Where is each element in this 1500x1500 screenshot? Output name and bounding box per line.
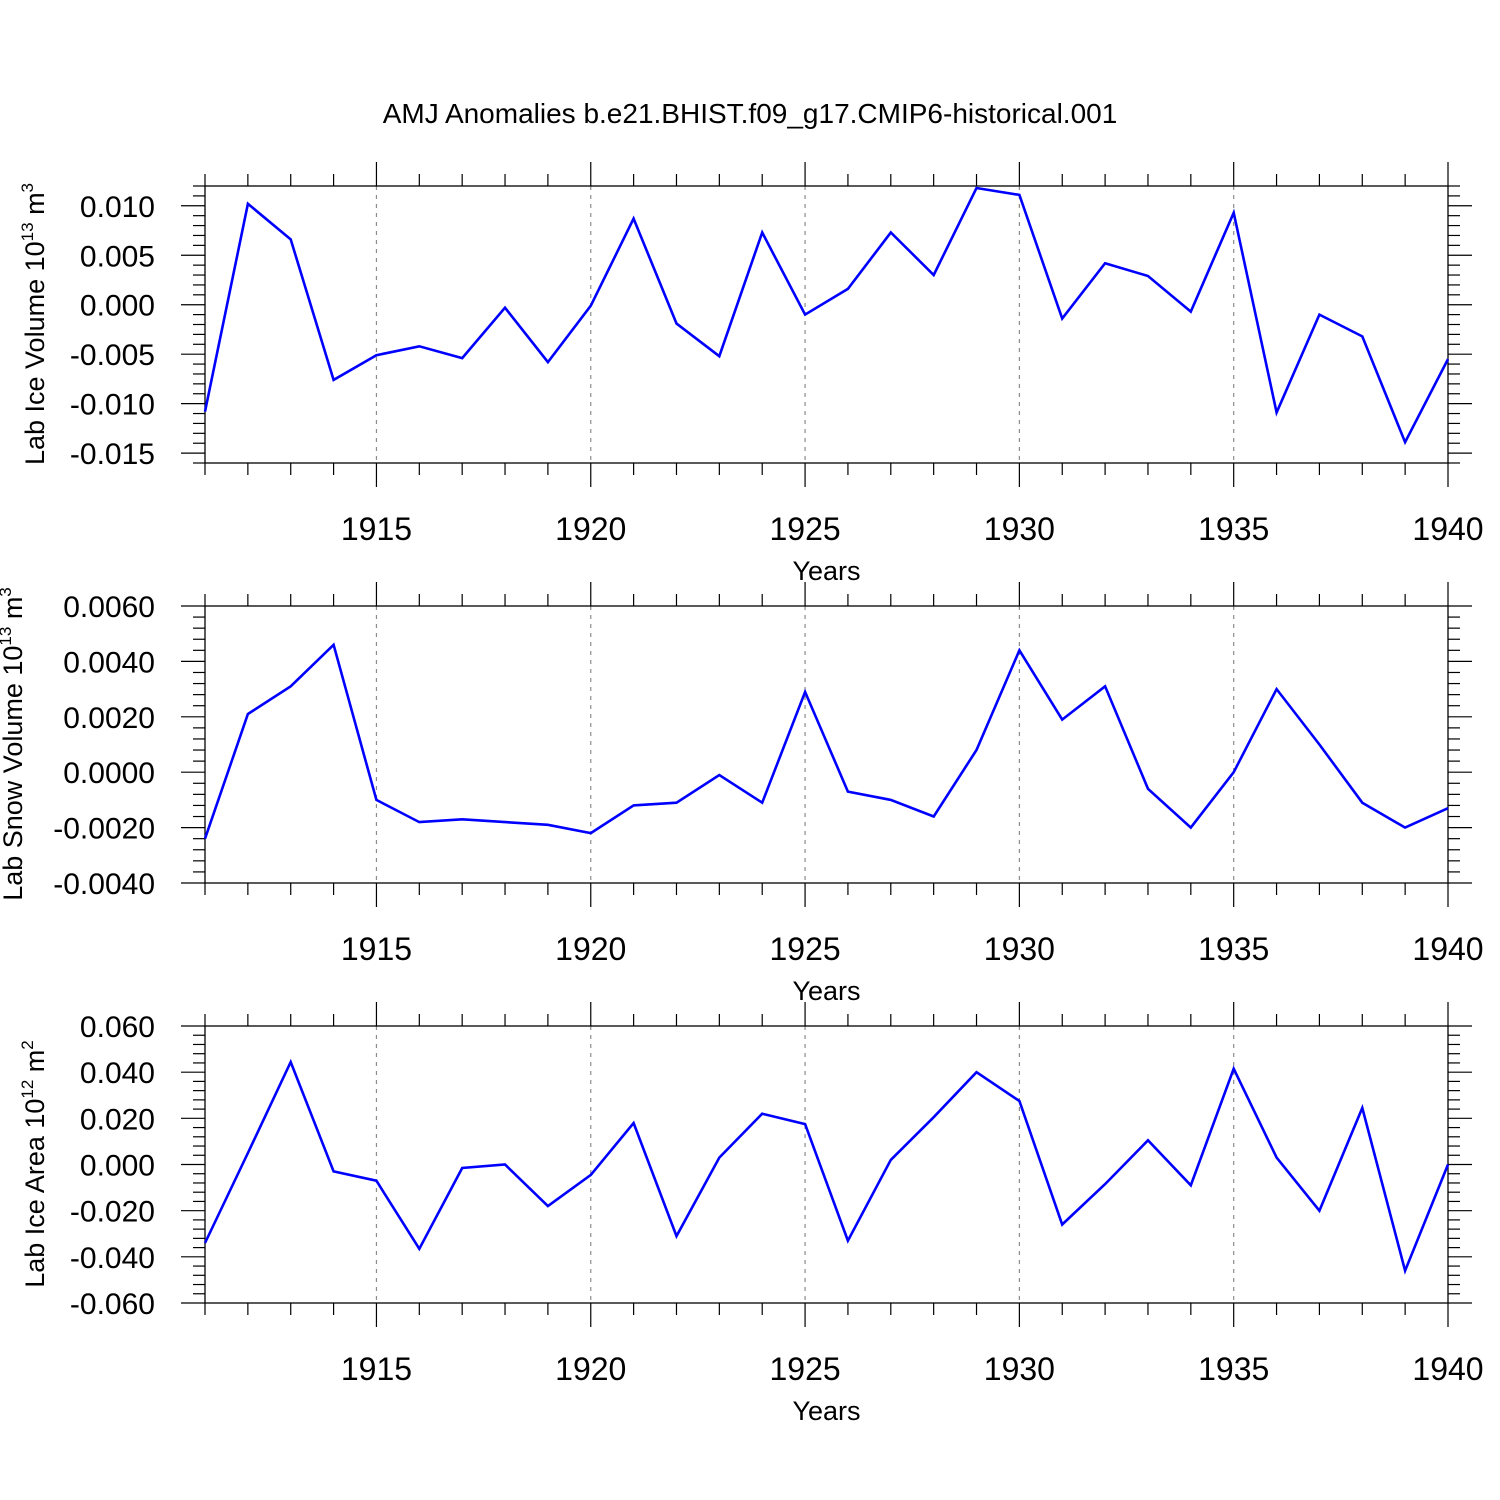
y-axis-label-part: Lab Ice Area 10: [20, 1099, 50, 1288]
y-axis-label-superscript: 13: [18, 222, 37, 241]
y-axis-label-part: m: [20, 1050, 50, 1080]
x-tick-label: 1935: [1198, 511, 1269, 547]
y-axis-label-part: Lab Snow Volume 10: [0, 646, 28, 901]
y-tick-label: 0.060: [80, 1011, 155, 1044]
plot-frame: [204, 1025, 1449, 1304]
y-tick-label: -0.020: [70, 1196, 155, 1229]
x-tick-label: 1925: [769, 931, 840, 967]
y-tick-label: 0.040: [80, 1057, 155, 1090]
x-tick-label: 1925: [769, 511, 840, 547]
y-tick-label: -0.0040: [53, 868, 155, 901]
panel-1: -0.015 -0.010 -0.005 0.000 0.005 0.010 1915 192…: [18, 162, 1484, 586]
y-tick-label: 0.010: [80, 191, 155, 224]
x-tick-label: 1935: [1198, 931, 1269, 967]
y-axis-label: Lab Ice Area 1012 m2: [18, 1040, 50, 1288]
x-tick-label: 1935: [1198, 1351, 1269, 1387]
series-line-1: [203, 642, 1449, 840]
x-tick-label: 1920: [555, 511, 626, 547]
x-tick-label: 1940: [1412, 511, 1483, 547]
y-tick-label: -0.015: [70, 438, 155, 471]
x-axis-label: Years: [792, 976, 860, 1006]
y-tick-label: 0.0000: [63, 757, 155, 790]
y-tick-label: 0.000: [80, 1150, 155, 1183]
x-tick-label: 1915: [341, 931, 412, 967]
x-tick-label: 1940: [1412, 1351, 1483, 1387]
x-tick-label: 1930: [984, 1351, 1055, 1387]
y-tick-label: -0.040: [70, 1242, 155, 1275]
series-line-1: [203, 1058, 1450, 1275]
y-axis-label-part: Lab Ice Volume 10: [20, 241, 50, 465]
series-line-1: [203, 186, 1450, 446]
y-tick-label: -0.010: [70, 389, 155, 422]
y-axis-label: Lab Snow Volume 1013 m3: [0, 587, 28, 901]
x-tick-label: 1930: [984, 511, 1055, 547]
plot-frame: [204, 605, 1449, 884]
y-axis-label-superscript: 3: [0, 587, 15, 596]
x-tick-label: 1940: [1412, 931, 1483, 967]
x-tick-label: 1925: [769, 1351, 840, 1387]
y-tick-label: 0.0060: [63, 591, 155, 624]
chart-title: AMJ Anomalies b.e21.BHIST.f09_g17.CMIP6-…: [382, 98, 1118, 129]
y-axis-label-superscript: 2: [18, 1040, 37, 1049]
y-tick-label: 0.005: [80, 240, 155, 273]
x-axis-label: Years: [792, 1396, 860, 1426]
y-axis-label-superscript: 3: [18, 183, 37, 192]
y-tick-label: 0.020: [80, 1103, 155, 1136]
y-tick-label: 0.0040: [63, 646, 155, 679]
x-tick-label: 1915: [341, 1351, 412, 1387]
x-tick-label: 1930: [984, 931, 1055, 967]
y-tick-label: -0.005: [70, 339, 155, 372]
y-axis-label-superscript: 13: [0, 627, 15, 646]
y-tick-label: 0.000: [80, 290, 155, 323]
x-tick-label: 1920: [555, 931, 626, 967]
plot-frame: [204, 185, 1449, 464]
y-tick-label: 0.0020: [63, 702, 155, 735]
y-axis-label-part: m: [20, 192, 50, 222]
y-tick-label: -0.060: [70, 1288, 155, 1321]
x-tick-label: 1915: [341, 511, 412, 547]
y-axis-label-part: m: [0, 597, 28, 627]
panel-2: -0.0040 -0.0020 0.0000 0.0020 0.0040 0.0060 19…: [0, 582, 1484, 1006]
panel-3: -0.060 -0.040 -0.020 0.000 0.020 0.040 0.060 19…: [18, 1002, 1484, 1426]
y-tick-label: -0.0020: [53, 813, 155, 846]
x-tick-label: 1920: [555, 1351, 626, 1387]
x-axis-label: Years: [792, 556, 860, 586]
y-axis-label-superscript: 12: [18, 1080, 37, 1099]
y-axis-label: Lab Ice Volume 1013 m3: [18, 183, 50, 465]
